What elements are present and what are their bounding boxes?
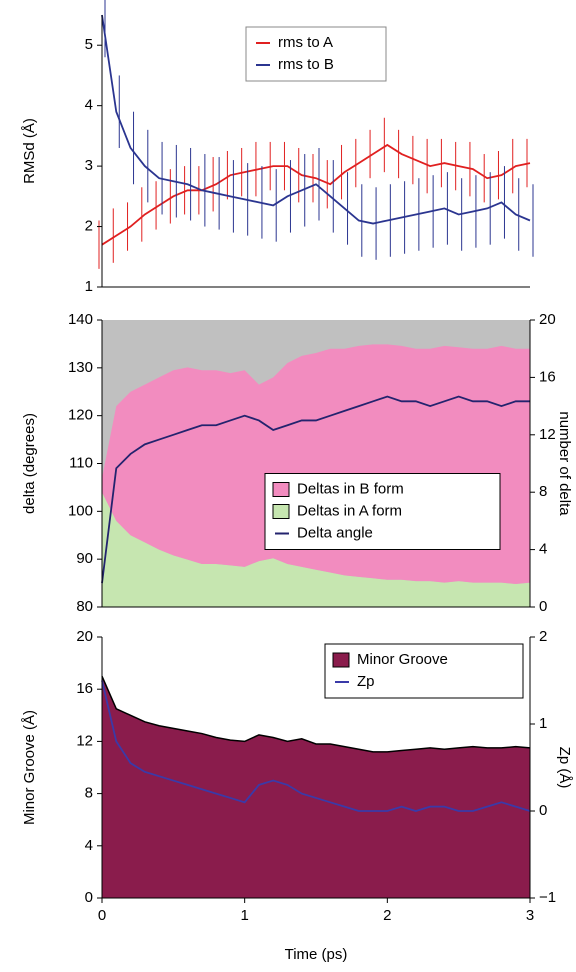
area (102, 492, 530, 607)
line (101, 143, 531, 246)
y-tick-label: 100 (68, 502, 93, 519)
x-tick-label: 3 (526, 907, 534, 924)
legend: Deltas in B form Deltas in A form Delta an… (264, 473, 501, 550)
line (101, 680, 531, 812)
y-tick-label: 0 (85, 889, 93, 906)
y-tick-label: 12 (76, 732, 93, 749)
y-tick-label: 110 (69, 454, 93, 471)
legend-label: Delta angle (297, 524, 373, 541)
y2-tick-label: 2 (539, 628, 547, 645)
y2-tick-label: −1 (539, 889, 556, 906)
y-tick-label: 2 (85, 218, 93, 235)
y2-tick-label: 16 (539, 368, 556, 385)
x-tick-label: 1 (240, 907, 248, 924)
line (101, 395, 530, 584)
y-tick-label: 8 (85, 785, 93, 802)
y-tick-label: 140 (68, 311, 93, 328)
legend-swatch (272, 482, 290, 497)
y2-tick-label: 20 (539, 311, 556, 328)
area (102, 676, 530, 898)
y2-tick-label: 12 (539, 426, 556, 443)
y-axis-title: delta (degrees) (21, 413, 38, 514)
y-tick-label: 20 (76, 628, 93, 645)
legend-label: Deltas in B form (297, 480, 404, 497)
y-axis-title: Minor Groove (Å) (21, 710, 38, 825)
y-tick-label: 80 (76, 598, 93, 615)
y-tick-label: 5 (85, 36, 93, 53)
y2-tick-label: 8 (539, 483, 547, 500)
y2-tick-label: 0 (539, 802, 547, 819)
y-tick-label: 3 (85, 157, 93, 174)
legend-label: Zp (357, 673, 375, 690)
y-tick-label: 4 (85, 97, 93, 114)
y-tick-label: 120 (68, 407, 93, 424)
legend: rms to A rms to B (245, 26, 387, 82)
y2-axis-title: number of delta (556, 411, 573, 516)
legend-swatch (332, 652, 350, 668)
legend-swatch (272, 504, 290, 519)
y2-tick-label: 4 (539, 541, 547, 558)
legend-box (245, 26, 387, 82)
y-tick-label: 1 (85, 278, 93, 295)
legend: Minor Groove Zp (324, 643, 524, 699)
x-axis-title: Time (ps) (285, 946, 348, 963)
legend-label: rms to B (278, 56, 334, 73)
y-tick-label: 130 (68, 359, 93, 376)
line (101, 14, 531, 225)
x-tick-label: 2 (383, 907, 391, 924)
y2-axis-title: Zp (Å) (556, 747, 573, 789)
y2-tick-label: 1 (539, 715, 547, 732)
y-tick-label: 16 (76, 680, 93, 697)
x-tick-label: 0 (98, 907, 106, 924)
legend-box (324, 643, 524, 699)
legend-label: Minor Groove (357, 651, 448, 668)
legend-box (264, 473, 501, 550)
y-tick-label: 90 (76, 550, 93, 567)
legend-label: rms to A (278, 34, 333, 51)
area-edge (101, 675, 531, 753)
y-axis-title: RMSd (Å) (21, 118, 38, 184)
y2-tick-label: 0 (539, 598, 547, 615)
y-tick-label: 4 (85, 837, 93, 854)
legend-label: Deltas in A form (297, 502, 402, 519)
